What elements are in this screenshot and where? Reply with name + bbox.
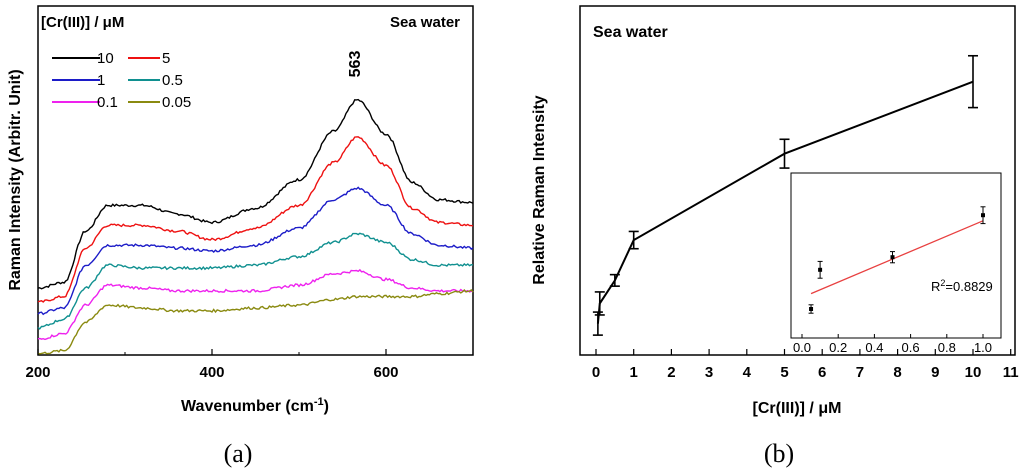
x-tick-label: 200 bbox=[25, 364, 50, 381]
x-tick-label: 600 bbox=[373, 364, 398, 381]
inset-x-tick-label: 0.4 bbox=[865, 340, 883, 355]
spectrum-line-0.5 bbox=[37, 232, 474, 330]
spectrum-line-0.1 bbox=[37, 268, 474, 341]
panel-b-plot bbox=[592, 54, 978, 336]
inset-frame bbox=[790, 172, 1002, 339]
panel-a-title: Sea water bbox=[390, 14, 460, 31]
legend-label-0.1: 0.1 bbox=[97, 94, 118, 111]
spectrum-line-0.05 bbox=[37, 288, 474, 355]
panel-a-x-label: Wavenumber (cm-1) bbox=[181, 396, 329, 415]
panel-b-frame bbox=[579, 5, 1016, 356]
inset-point bbox=[890, 255, 895, 260]
panel-a-series bbox=[37, 98, 474, 355]
inset-point bbox=[809, 307, 814, 311]
x-label-sup: -1 bbox=[314, 396, 324, 408]
legend-label-5: 5 bbox=[162, 50, 170, 67]
panel-a-x-ticks: 200 400 600 bbox=[25, 349, 474, 381]
legend-label-10: 10 bbox=[97, 50, 114, 67]
legend-title: [Cr(III)] / μM bbox=[41, 14, 124, 31]
x-tick-label: 10 bbox=[965, 364, 982, 381]
x-tick-label: 8 bbox=[893, 364, 901, 381]
x-label-end: ) bbox=[324, 398, 329, 415]
panel-b-title: Sea water bbox=[593, 24, 668, 41]
x-tick-label: 1 bbox=[630, 364, 638, 381]
inset-plot: 0.0 0.2 0.4 0.6 0.8 1.0 bbox=[793, 206, 992, 355]
panel-a-legend: 10 5 1 0.5 0.1 0.05 bbox=[52, 50, 191, 111]
panel-b-caption: (b) bbox=[764, 439, 794, 468]
panel-b-x-label: [Cr(III)] / μM bbox=[753, 400, 842, 417]
x-label-main: Wavenumber (cm bbox=[181, 398, 314, 415]
inset-x-tick-label: 0.8 bbox=[938, 340, 956, 355]
panel-a-frame bbox=[37, 5, 474, 356]
panel-a: 200 400 600 [Cr(III)] / μM Sea water 10 51 0… bbox=[7, 5, 474, 468]
inset-x-tick-label: 1.0 bbox=[974, 340, 992, 355]
spectrum-line-10 bbox=[37, 98, 474, 290]
legend-label-0.05: 0.05 bbox=[162, 94, 191, 111]
r2-rest: =0.8829 bbox=[945, 279, 992, 294]
inset-x-tick-label: 0.2 bbox=[829, 340, 847, 355]
caption-a-text: (a) bbox=[224, 439, 253, 468]
panel-a-y-label: Raman Intensity (Arbitr. Unit) bbox=[7, 69, 24, 290]
spectrum-line-1 bbox=[37, 186, 474, 316]
peak-label: 563 bbox=[347, 51, 364, 78]
x-tick-label: 0 bbox=[592, 364, 600, 381]
x-tick-label: 5 bbox=[780, 364, 788, 381]
inset-fit-line bbox=[810, 220, 984, 295]
x-tick-label: 9 bbox=[931, 364, 939, 381]
x-tick-label: 4 bbox=[743, 364, 752, 381]
x-tick-label: 6 bbox=[818, 364, 826, 381]
caption-b-text: (b) bbox=[764, 439, 794, 468]
inset-x-tick-label: 0.6 bbox=[902, 340, 920, 355]
inset-point bbox=[981, 213, 985, 218]
x-tick-label: 11 bbox=[1003, 364, 1019, 381]
inset-r2-label: R2=0.8829 bbox=[931, 278, 993, 294]
legend-label-1: 1 bbox=[97, 72, 105, 89]
x-tick-label: 3 bbox=[705, 364, 713, 381]
panel-a-caption: (a) bbox=[224, 439, 253, 468]
panel-b: 0 1 2 3 4 5 6 7 8 9 10 11 Sea water Relative Raman … bbox=[531, 5, 1019, 468]
x-tick-label: 7 bbox=[856, 364, 864, 381]
x-tick-label: 400 bbox=[199, 364, 224, 381]
panel-b-x-ticks: 0 1 2 3 4 5 6 7 8 9 10 11 bbox=[592, 349, 1019, 381]
spectrum-line-5 bbox=[37, 136, 474, 303]
x-tick-label: 2 bbox=[667, 364, 675, 381]
r2-base: R bbox=[931, 279, 940, 294]
r2-sup: 2 bbox=[940, 278, 945, 288]
inset-point bbox=[818, 267, 823, 272]
legend-label-0.5: 0.5 bbox=[162, 72, 183, 89]
panel-b-y-label: Relative Raman Intensity bbox=[531, 95, 548, 285]
inset-x-tick-label: 0.0 bbox=[793, 340, 811, 355]
